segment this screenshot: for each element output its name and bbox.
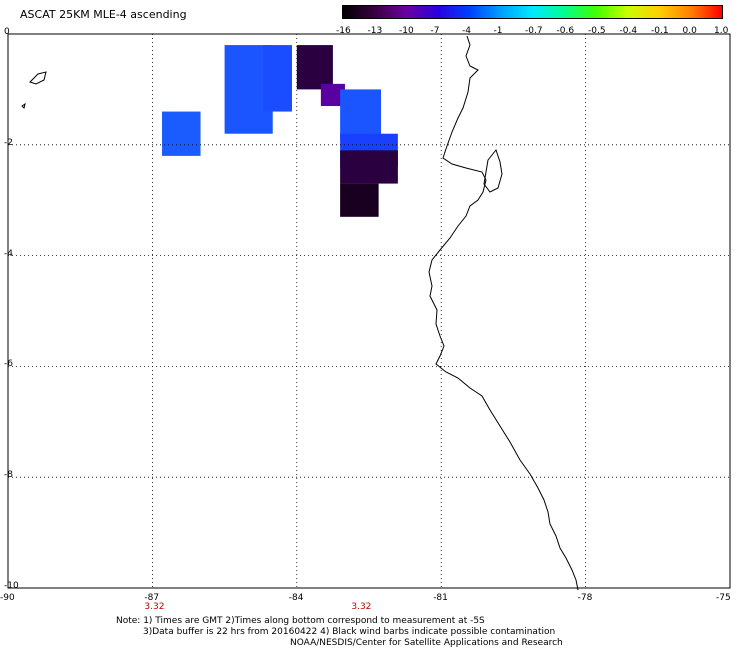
colorbar-label: -13 bbox=[367, 26, 383, 36]
coastline bbox=[21, 35, 579, 591]
colorbar-label: 0.0 bbox=[682, 26, 697, 36]
colorbar-label: -0.7 bbox=[525, 26, 543, 36]
colorbar-label: -10 bbox=[399, 26, 414, 36]
lat-tick-label: -6 bbox=[4, 359, 13, 370]
colorbar-label: -7 bbox=[430, 26, 440, 36]
lon-tick-label: -87 bbox=[144, 593, 160, 603]
colorbar-label: -0.4 bbox=[619, 26, 638, 36]
wind-cell bbox=[263, 45, 292, 112]
wind-cell bbox=[340, 89, 382, 140]
wind-cell bbox=[296, 45, 333, 90]
wind-cell bbox=[162, 111, 201, 156]
lat-tick-label: 0 bbox=[4, 27, 10, 37]
wind-cell bbox=[340, 183, 379, 217]
note-line-3: NOAA/NESDIS/Center for Satellite Applica… bbox=[290, 638, 563, 648]
time-label: 3.32 bbox=[144, 602, 165, 612]
coastline-path bbox=[428, 35, 579, 591]
colorbar bbox=[342, 5, 723, 19]
colorbar-label: 1.0 bbox=[714, 26, 729, 36]
gulf-of-guayaquil-island bbox=[483, 148, 503, 193]
lon-tick-label: -78 bbox=[577, 593, 593, 603]
galapagos-islet bbox=[21, 102, 26, 109]
lat-tick-label: -8 bbox=[4, 470, 13, 481]
note-line-2: 3)Data buffer is 22 hrs from 20160422 4)… bbox=[143, 627, 556, 637]
lat-tick-label: -4 bbox=[4, 248, 13, 259]
colorbar-label: -0.6 bbox=[556, 26, 575, 36]
lon-tick-label: -84 bbox=[288, 593, 304, 603]
time-label: 3.32 bbox=[351, 602, 372, 612]
lon-tick-label: -81 bbox=[433, 593, 448, 603]
graticule bbox=[7, 33, 731, 589]
wind-cells bbox=[162, 45, 398, 217]
wind-cell bbox=[340, 150, 398, 184]
note-line-1: Note: 1) Times are GMT 2)Times along bot… bbox=[116, 616, 485, 626]
lat-tick-label: -2 bbox=[4, 137, 13, 148]
colorbar-label: -0.1 bbox=[651, 26, 669, 36]
lat-tick-label: -10 bbox=[4, 581, 19, 591]
lon-tick-label: -75 bbox=[716, 593, 731, 603]
map-title: ASCAT 25KM MLE-4 ascending bbox=[20, 8, 187, 21]
wind-cell bbox=[320, 83, 345, 107]
lon-tick-label: -90 bbox=[0, 593, 15, 603]
colorbar-label: -1 bbox=[493, 26, 503, 36]
colorbar-label: -0.5 bbox=[588, 26, 606, 36]
galapagos-island bbox=[29, 71, 47, 85]
colorbar-label: -4 bbox=[462, 26, 471, 36]
colorbar-label: -16 bbox=[336, 26, 351, 36]
